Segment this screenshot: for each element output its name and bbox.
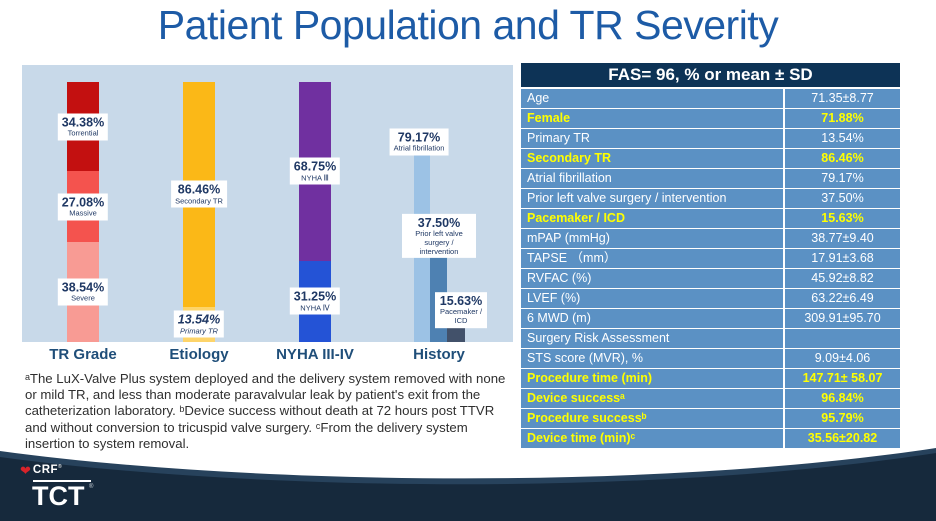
table-row: TAPSE （mm） 17.91±3.68	[521, 249, 900, 268]
table-row: Atrial fibrillation 79.17%	[521, 169, 900, 188]
row-label: Secondary TR	[521, 149, 783, 168]
row-label: Female	[521, 109, 783, 128]
row-label: Procedure successᵇ	[521, 409, 783, 428]
bar-value-label: 15.63% Pacemaker / ICD	[435, 292, 487, 328]
bottom-swoosh-graphic	[0, 448, 936, 521]
table-row: Pacemaker / ICD 15.63%	[521, 209, 900, 228]
row-label: Procedure time (min)	[521, 369, 783, 388]
table-body: Age 71.35±8.77 Female 71.88% Primary TR 13.54…	[521, 89, 900, 448]
row-label: Primary TR	[521, 129, 783, 148]
crf-text: CRF	[32, 464, 59, 476]
row-value: 45.92±8.82	[785, 269, 900, 288]
bar-value-label: 38.54% Severe	[57, 278, 109, 306]
logo-divider	[33, 480, 91, 482]
row-label: 6 MWD (m)	[521, 309, 783, 328]
row-label: Device successᵃ	[521, 389, 783, 408]
row-value: 86.46%	[785, 149, 900, 168]
row-value: 35.56±20.82	[785, 429, 900, 448]
tct-text: TCT	[32, 480, 85, 511]
row-value: 38.77±9.40	[785, 229, 900, 248]
row-label: TAPSE （mm）	[521, 249, 783, 268]
bar-value-label: 86.46% Secondary TR	[171, 180, 227, 208]
table-row: Age 71.35±8.77	[521, 89, 900, 108]
row-label: mPAP (mmHg)	[521, 229, 783, 248]
table-row: mPAP (mmHg) 38.77±9.40	[521, 229, 900, 248]
row-value: 63.22±6.49	[785, 289, 900, 308]
row-value: 9.09±4.06	[785, 349, 900, 368]
row-value: 147.71± 58.07	[785, 369, 900, 388]
table-row: 6 MWD (m) 309.91±95.70	[521, 309, 900, 328]
category-label: History	[413, 346, 465, 363]
table-row: RVFAC (%) 45.92±8.82	[521, 269, 900, 288]
registered-mark: ®	[88, 483, 94, 490]
row-label: Pacemaker / ICD	[521, 209, 783, 228]
table-row: Procedure time (min) 147.71± 58.07	[521, 369, 900, 388]
table-row: Device successᵃ 96.84%	[521, 389, 900, 408]
row-value: 71.35±8.77	[785, 89, 900, 108]
heart-icon: ❤	[20, 462, 31, 478]
table-row: Device time (min)ᶜ 35.56±20.82	[521, 429, 900, 448]
category-label: TR Grade	[49, 346, 117, 363]
category-label: Etiology	[169, 346, 229, 363]
row-label: Device time (min)ᶜ	[521, 429, 783, 448]
row-value: 79.17%	[785, 169, 900, 188]
table-row: Female 71.88%	[521, 109, 900, 128]
row-value: 17.91±3.68	[785, 249, 900, 268]
table-row: Procedure successᵇ 95.79%	[521, 409, 900, 428]
row-label: RVFAC (%)	[521, 269, 783, 288]
row-label: Prior left valve surgery / intervention	[521, 189, 783, 208]
category-label: NYHA III-IV	[276, 346, 354, 363]
row-value: 309.91±95.70	[785, 309, 900, 328]
registered-mark: ®	[58, 464, 62, 470]
table-row: LVEF (%) 63.22±6.49	[521, 289, 900, 308]
fas-table: FAS= 96, % or mean ± SD Age 71.35±8.77 Fem…	[521, 63, 900, 449]
row-label: Age	[521, 89, 783, 108]
bar-value-label: 37.50% Prior left valve surgery / interve…	[402, 213, 476, 259]
bar-value-label: 27.08% Massive	[57, 193, 109, 221]
row-value: 15.63%	[785, 209, 900, 228]
row-value: 96.84%	[785, 389, 900, 408]
page-title: Patient Population and TR Severity	[157, 2, 779, 48]
row-label: STS score (MVR), %	[521, 349, 783, 368]
table-row: Primary TR 13.54%	[521, 129, 900, 148]
row-value: 95.79%	[785, 409, 900, 428]
table-header: FAS= 96, % or mean ± SD	[521, 63, 900, 87]
row-label: Atrial fibrillation	[521, 169, 783, 188]
row-label: Surgery Risk Assessment	[521, 329, 783, 348]
table-row: Secondary TR 86.46%	[521, 149, 900, 168]
table-row: Prior left valve surgery / intervention 3…	[521, 189, 900, 208]
table-row: Surgery Risk Assessment	[521, 329, 900, 348]
bar-value-label: 13.54% Primary TR	[173, 310, 225, 338]
bar-value-label: 68.75% NYHA Ⅲ	[289, 157, 341, 185]
bar-value-label: 79.17% Atrial fibrillation	[389, 128, 449, 156]
table-row: STS score (MVR), % 9.09±4.06	[521, 349, 900, 368]
row-value: 13.54%	[785, 129, 900, 148]
footnote: ᵃThe LuX-Valve Plus system deployed and …	[25, 371, 506, 451]
patient-population-chart: 34.38% Torrential 27.08% Massive 38.54% Sever…	[22, 65, 513, 367]
row-value: 37.50%	[785, 189, 900, 208]
chart-plot-area: 34.38% Torrential 27.08% Massive 38.54% Sever…	[22, 65, 513, 342]
bar-value-label: 34.38% Torrential	[57, 113, 109, 141]
crf-tct-logo: ❤ CRF ® TCT ®	[20, 463, 93, 510]
row-value	[785, 329, 900, 348]
bar-value-label: 31.25% NYHA Ⅳ	[289, 287, 341, 315]
row-value: 71.88%	[785, 109, 900, 128]
row-label: LVEF (%)	[521, 289, 783, 308]
